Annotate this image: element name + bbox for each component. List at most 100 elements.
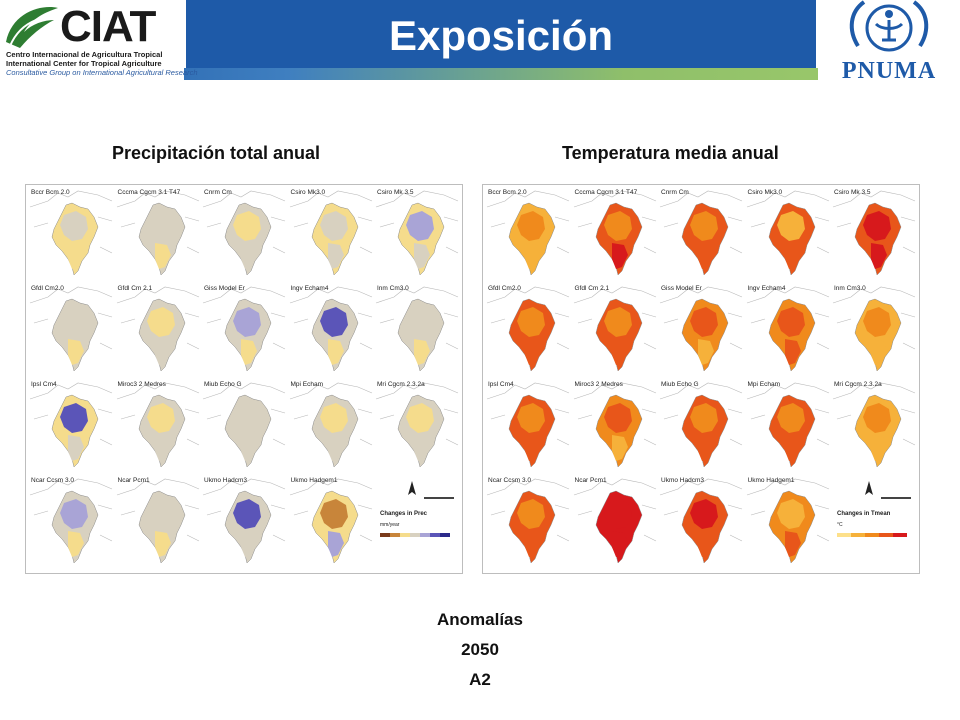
- map-cell: Miub Echo G: [658, 379, 744, 473]
- map-thumbnail: [29, 478, 113, 564]
- map-thumbnail: [573, 286, 656, 372]
- ciat-name-en: International Center for Tropical Agricu…: [6, 59, 162, 68]
- map-region: [146, 403, 175, 433]
- map-model-label: Csiro Mk 3.5: [834, 189, 871, 196]
- map-cell: Miroc3 2 Medres: [572, 379, 658, 473]
- map-region: [327, 435, 344, 461]
- map-cell: Ukmo Hadcm3: [201, 475, 287, 569]
- map-region: [776, 307, 805, 337]
- map-cell: Ingv Echam4: [288, 283, 374, 377]
- map-cell: Ukmo Hadcm3: [658, 475, 744, 569]
- legend-swatch: [440, 533, 450, 537]
- map-thumbnail: [659, 190, 743, 276]
- legend-swatch: [420, 533, 430, 537]
- map-region: [863, 211, 891, 241]
- map-cell: Cnrm Cm: [201, 187, 287, 281]
- map-region: [146, 211, 175, 241]
- map-region: [146, 499, 175, 529]
- map-thumbnail: [375, 286, 459, 372]
- footer-scenario: A2: [469, 670, 491, 689]
- map-thumbnail: [289, 478, 372, 564]
- map-cell: Cnrm Cm: [658, 187, 744, 281]
- map-cell: Ukmo Hadgem1: [745, 475, 831, 569]
- map-cell: Csiro Mk 3.5: [831, 187, 917, 281]
- map-thumbnail: [29, 382, 113, 468]
- map-region: [776, 211, 805, 241]
- map-region: [603, 499, 632, 529]
- map-model-label: Mpi Echam: [290, 381, 324, 388]
- footer-year: 2050: [461, 640, 499, 659]
- map-region: [60, 403, 88, 433]
- map-model-label: Miub Echo G: [661, 381, 699, 388]
- map-cell: Gfdl Cm 2.1: [572, 283, 658, 377]
- map-thumbnail: [202, 190, 286, 276]
- legend-unit: °C: [837, 522, 843, 528]
- map-thumbnail: [29, 190, 113, 276]
- map-region: [327, 531, 344, 557]
- map-region: [414, 339, 430, 365]
- map-model-label: Ipsl Cm4: [31, 381, 57, 388]
- map-cell: Ncar Pcm1: [572, 475, 658, 569]
- map-region: [611, 435, 628, 461]
- map-region: [241, 243, 257, 269]
- map-cell: Ncar Ccsm 3.0: [28, 475, 114, 569]
- map-model-label: Miub Echo G: [204, 381, 242, 388]
- map-region: [871, 243, 887, 269]
- map-region: [154, 435, 171, 461]
- temperature-panel-title: Temperatura media anual: [562, 143, 779, 163]
- map-region: [698, 531, 714, 557]
- map-region: [517, 211, 545, 241]
- map-region: [698, 435, 714, 461]
- map-region: [611, 531, 628, 557]
- map-model-label: Bccr Bcm 2.0: [488, 189, 527, 196]
- map-region: [60, 307, 88, 337]
- ciat-name-es: Centro Internacional de Agricultura Trop…: [6, 50, 163, 59]
- map-thumbnail: [289, 190, 372, 276]
- map-region: [241, 531, 257, 557]
- map-cell: Bccr Bcm 2.0: [485, 187, 571, 281]
- map-model-label: Csiro Mk3.0: [290, 189, 326, 196]
- map-region: [68, 435, 84, 461]
- map-model-label: Ukmo Hadgem1: [747, 477, 795, 484]
- map-legend: Changes in Tmean °C: [831, 475, 917, 569]
- map-region: [327, 243, 344, 269]
- map-region: [414, 435, 430, 461]
- map-model-label: Ncar Pcm1: [574, 477, 607, 484]
- map-thumbnail: [202, 286, 286, 372]
- map-thumbnail: [659, 382, 743, 468]
- legend-title: Changes in Tmean: [837, 511, 891, 517]
- map-cell: Ukmo Hadgem1: [288, 475, 374, 569]
- map-region: [871, 435, 887, 461]
- map-cell: Cccma Cgcm 3.1 T47: [572, 187, 658, 281]
- map-region: [525, 243, 541, 269]
- map-thumbnail: [375, 190, 459, 276]
- legend-swatch: [390, 533, 400, 537]
- map-thumbnail: [573, 478, 656, 564]
- legend-swatch: [879, 533, 893, 537]
- map-model-label: Csiro Mk 3.5: [377, 189, 414, 196]
- map-cell: Csiro Mk3.0: [745, 187, 831, 281]
- map-model-label: Cnrm Cm: [661, 189, 689, 196]
- map-model-label: Ncar Pcm1: [117, 477, 150, 484]
- header-bar: [186, 0, 816, 68]
- map-thumbnail: [375, 382, 459, 468]
- map-cell: Cccma Cgcm 3.1 T47: [115, 187, 201, 281]
- map-region: [406, 403, 434, 433]
- map-model-label: Miroc3 2 Medres: [117, 381, 166, 388]
- map-cell: Mpi Echam: [745, 379, 831, 473]
- map-thumbnail: [573, 190, 656, 276]
- map-region: [60, 499, 88, 529]
- pnuma-logo: PNUMA: [818, 0, 960, 84]
- map-model-label: Mpi Echam: [747, 381, 781, 388]
- map-cell: Mri Cgcm 2.3.2a: [374, 379, 460, 473]
- legend-swatch: [837, 533, 851, 537]
- ciat-logo: CIAT Centro Internacional de Agricultura…: [0, 0, 198, 80]
- scale-bar: [424, 497, 454, 499]
- map-region: [319, 211, 348, 241]
- map-region: [863, 403, 891, 433]
- map-region: [690, 499, 718, 529]
- map-model-label: Csiro Mk3.0: [747, 189, 783, 196]
- map-model-label: Gfdl Cm2.0: [488, 285, 521, 292]
- temperature-map-grid: Bccr Bcm 2.0 Cccma Cgcm 3.1 T47 Cnrm Cm Csi…: [482, 184, 920, 574]
- map-model-label: Bccr Bcm 2.0: [31, 189, 70, 196]
